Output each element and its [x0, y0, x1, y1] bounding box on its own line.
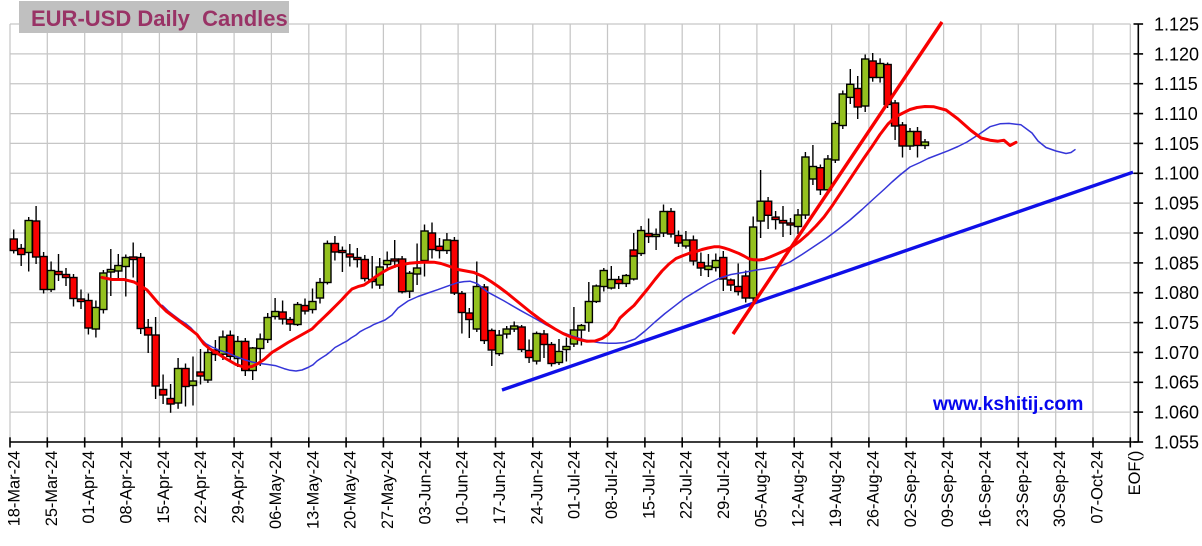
svg-text:08-Apr-24: 08-Apr-24 — [118, 451, 136, 524]
svg-text:27-May-24: 27-May-24 — [379, 451, 397, 529]
svg-text:17-Jun-24: 17-Jun-24 — [491, 451, 509, 525]
svg-text:02-Sep-24: 02-Sep-24 — [902, 451, 920, 528]
svg-text:www.kshitij.com: www.kshitij.com — [932, 394, 1083, 415]
svg-text:1.100: 1.100 — [1154, 164, 1199, 184]
svg-text:05-Aug-24: 05-Aug-24 — [752, 451, 770, 528]
svg-text:1.125: 1.125 — [1154, 14, 1199, 34]
svg-text:1.115: 1.115 — [1154, 74, 1198, 94]
svg-text:1.070: 1.070 — [1154, 343, 1199, 363]
svg-text:1.120: 1.120 — [1154, 44, 1199, 64]
svg-text:1.065: 1.065 — [1154, 373, 1199, 393]
svg-text:1.095: 1.095 — [1154, 194, 1199, 214]
svg-text:12-Aug-24: 12-Aug-24 — [790, 451, 808, 528]
svg-text:22-Jul-24: 22-Jul-24 — [678, 451, 696, 519]
svg-text:20-May-24: 20-May-24 — [342, 451, 360, 529]
svg-text:16-Sep-24: 16-Sep-24 — [977, 451, 995, 528]
svg-text:29-Jul-24: 29-Jul-24 — [715, 451, 733, 519]
svg-text:1.075: 1.075 — [1154, 313, 1199, 333]
svg-text:EUR-USD Daily Candles: EUR-USD Daily Candles — [31, 6, 288, 31]
svg-text:30-Sep-24: 30-Sep-24 — [1051, 451, 1069, 528]
svg-text:10-Jun-24: 10-Jun-24 — [454, 451, 472, 525]
svg-text:15-Apr-24: 15-Apr-24 — [155, 451, 173, 524]
svg-text:1.090: 1.090 — [1154, 223, 1199, 243]
svg-text:09-Sep-24: 09-Sep-24 — [939, 451, 957, 528]
svg-text:1.110: 1.110 — [1154, 104, 1198, 124]
svg-text:1.080: 1.080 — [1154, 283, 1199, 303]
svg-text:19-Aug-24: 19-Aug-24 — [827, 451, 845, 528]
svg-text:EOF(): EOF() — [1126, 451, 1144, 496]
svg-text:24-Jun-24: 24-Jun-24 — [528, 451, 546, 525]
svg-text:15-Jul-24: 15-Jul-24 — [640, 451, 658, 519]
svg-text:07-Oct-24: 07-Oct-24 — [1089, 451, 1107, 524]
svg-text:1.085: 1.085 — [1154, 253, 1199, 273]
svg-text:18-Mar-24: 18-Mar-24 — [6, 451, 24, 527]
svg-text:1.055: 1.055 — [1154, 432, 1199, 452]
svg-text:26-Aug-24: 26-Aug-24 — [864, 451, 882, 528]
svg-text:23-Sep-24: 23-Sep-24 — [1014, 451, 1032, 528]
svg-text:01-Apr-24: 01-Apr-24 — [80, 451, 98, 524]
svg-text:13-May-24: 13-May-24 — [304, 451, 322, 529]
svg-text:03-Jun-24: 03-Jun-24 — [416, 451, 434, 525]
svg-text:01-Jul-24: 01-Jul-24 — [566, 451, 584, 519]
svg-text:06-May-24: 06-May-24 — [267, 451, 285, 529]
svg-text:1.060: 1.060 — [1154, 403, 1199, 423]
svg-text:29-Apr-24: 29-Apr-24 — [230, 451, 248, 524]
svg-text:22-Apr-24: 22-Apr-24 — [192, 451, 210, 524]
svg-text:08-Jul-24: 08-Jul-24 — [603, 451, 621, 519]
svg-text:25-Mar-24: 25-Mar-24 — [43, 451, 61, 527]
svg-text:1.105: 1.105 — [1154, 134, 1199, 154]
